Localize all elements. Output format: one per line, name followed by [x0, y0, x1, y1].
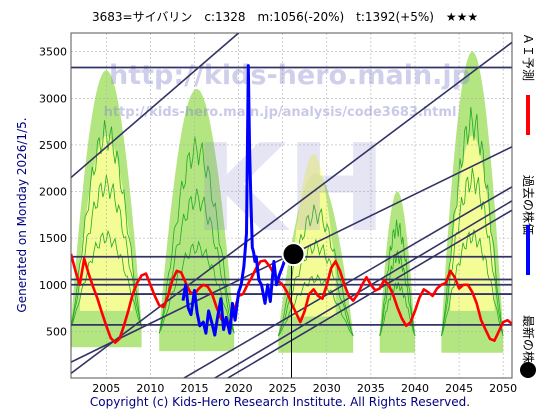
- watermark: KH http://kids-hero.main.jp http://kids-…: [104, 60, 471, 259]
- x-tick-label: 2015: [180, 382, 208, 395]
- latest-marker-layer: [281, 242, 306, 378]
- trend-line: [71, 33, 240, 179]
- trend-line: [182, 186, 512, 378]
- axis-ticks: 2005 2010 2015 2020 2025 2030 2035 2040 2045 2050…: [39, 46, 517, 395]
- trend-line: [213, 200, 512, 378]
- band-envelope-line: [379, 250, 416, 337]
- band-envelope-line: [441, 229, 504, 337]
- x-tick-label: 2005: [92, 382, 120, 395]
- x-tick-label: 2020: [225, 382, 253, 395]
- y-tick-label: 1500: [39, 232, 67, 245]
- x-tick-label: 2010: [136, 382, 164, 395]
- latest-price-marker: [281, 242, 306, 267]
- past-price-line: [181, 64, 293, 337]
- plot-frame: [70, 32, 513, 379]
- yellow-band: [450, 135, 495, 311]
- x-tick-label: 2025: [269, 382, 297, 395]
- y-tick-label: 2000: [39, 186, 67, 199]
- trend-line: [71, 41, 512, 374]
- x-tick-label: 2040: [401, 382, 429, 395]
- green-band: [379, 191, 415, 353]
- x-tick-label: 2035: [357, 382, 385, 395]
- trend-line: [226, 209, 512, 378]
- prediction-bands: [71, 51, 504, 353]
- legend-label: 過去の株価: [521, 175, 536, 235]
- yellow-band: [291, 154, 336, 317]
- y-tick-label: 1000: [39, 279, 67, 292]
- band-envelope-line: [71, 230, 142, 327]
- yellow-band: [79, 135, 133, 311]
- y-tick-label: 2500: [39, 139, 67, 152]
- legend-label: 最新の株価: [521, 315, 536, 375]
- legend-label: ＡＩ予測: [521, 33, 535, 81]
- x-tick-label: 2050: [489, 382, 517, 395]
- watermark-logo: KH: [193, 120, 386, 259]
- band-envelope-line: [379, 281, 416, 337]
- copyright-footer: Copyright (c) Kids-Hero Research Institu…: [89, 395, 471, 409]
- watermark-url: http://kids-hero.main.jp: [109, 60, 471, 91]
- band-envelope-line: [158, 188, 235, 334]
- y-tick-label: 3000: [39, 92, 67, 105]
- trend-lines: [71, 33, 512, 378]
- chart-title: 3683=サイバリン c:1328 m:1056(-20%) t:1392(+5…: [92, 10, 479, 24]
- band-envelope-line: [379, 219, 416, 337]
- y-tick-label: 500: [46, 325, 67, 338]
- legend-dot-marker: [520, 362, 536, 378]
- watermark-sub-url: http://kids-hero.main.jp/analysis/code36…: [104, 105, 457, 120]
- y-tick-label: 3500: [39, 46, 67, 59]
- x-tick-label: 2045: [445, 382, 473, 395]
- x-tick-label: 2030: [313, 382, 341, 395]
